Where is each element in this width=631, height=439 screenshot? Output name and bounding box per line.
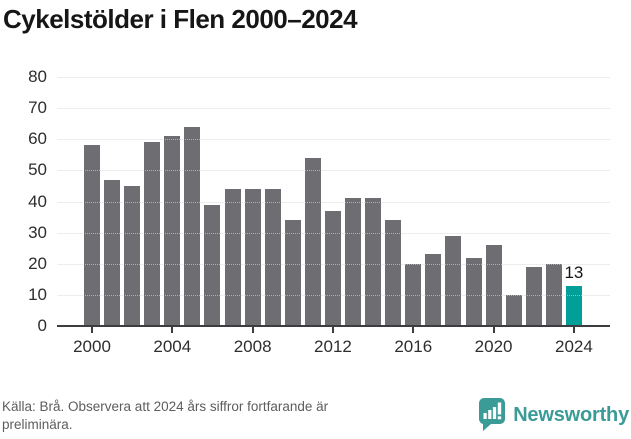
bar-2000 (84, 145, 100, 326)
bar-2012 (324, 210, 341, 326)
y-axis-label-20: 20 (28, 253, 47, 273)
gridline-dots-80 (57, 77, 610, 78)
gridline-40 (57, 201, 610, 203)
x-tick-2008 (251, 327, 254, 333)
bar-2002 (124, 185, 141, 326)
bar-2018 (445, 235, 462, 326)
y-axis-label-0: 0 (37, 316, 47, 335)
bar-2001 (104, 179, 121, 326)
bar-2013 (345, 198, 362, 326)
y-axis-label-30: 30 (28, 222, 47, 242)
bar-2007 (224, 189, 241, 326)
bar-2016 (405, 263, 422, 326)
gridline-dots-20 (57, 263, 610, 265)
gridline-70 (57, 108, 610, 110)
brand-name: Newsworthy (513, 403, 629, 426)
x-axis-label-2012: 2012 (314, 337, 352, 356)
gridline-dots-60 (57, 139, 610, 141)
y-axis-label-70: 70 (28, 98, 47, 118)
newsworthy-bubble-chart-icon (479, 398, 506, 431)
x-axis-label-2024: 2024 (554, 337, 593, 356)
bar-2023 (545, 263, 562, 326)
bar-2019 (465, 257, 482, 326)
gridline-80 (57, 77, 610, 78)
gridline-dots-30 (57, 232, 610, 234)
bar-2022 (525, 266, 542, 326)
bar-2003 (144, 142, 161, 326)
plot-area (57, 77, 610, 326)
bar-2017 (425, 254, 442, 326)
bar-2010 (284, 220, 301, 326)
x-tick-2012 (331, 327, 334, 333)
x-tick-2020 (492, 327, 495, 333)
x-axis-label-2020: 2020 (474, 337, 513, 356)
bar-2021 (505, 294, 522, 326)
bar-2004 (164, 136, 181, 326)
gridline-60 (57, 139, 610, 141)
x-axis-label-2004: 2004 (153, 337, 192, 356)
x-axis-label-2008: 2008 (233, 337, 272, 356)
data-label-2024: 13 (564, 262, 584, 282)
gridline-50 (57, 170, 610, 172)
source-note: Källa: Brå. Observera att 2024 års siffr… (2, 399, 329, 432)
gridline-dots-50 (57, 170, 610, 172)
gridline-dots-70 (57, 108, 610, 110)
bar-2006 (204, 204, 221, 326)
x-tick-2024 (572, 327, 575, 333)
x-axis-line (57, 324, 610, 327)
bar-2009 (264, 189, 281, 326)
bar-2008 (244, 189, 261, 326)
bar-2020 (485, 245, 502, 326)
y-axis-label-60: 60 (28, 129, 47, 149)
x-axis-label-2000: 2000 (73, 337, 111, 356)
bar-2005 (184, 126, 201, 326)
footer: Källa: Brå. Observera att 2024 års siffr… (0, 397, 631, 439)
x-tick-2000 (91, 327, 93, 333)
x-tick-2004 (171, 327, 174, 333)
gridline-dots-10 (57, 294, 610, 296)
bar-2015 (385, 220, 402, 326)
bar-2014 (365, 198, 382, 326)
chart-title: Cykelstölder i Flen 2000–2024 (3, 4, 358, 34)
bar-2024 (565, 285, 582, 326)
y-axis-label-10: 10 (28, 284, 47, 304)
x-tick-2016 (412, 327, 415, 333)
newsworthy-logo[interactable]: Newsworthy (478, 397, 629, 433)
y-axis-label-40: 40 (28, 191, 47, 211)
y-axis-label-50: 50 (28, 160, 47, 180)
bar-2011 (304, 157, 321, 326)
gridline-dots-40 (57, 201, 610, 203)
y-axis-label-80: 80 (28, 67, 47, 86)
x-axis-label-2016: 2016 (394, 337, 433, 356)
